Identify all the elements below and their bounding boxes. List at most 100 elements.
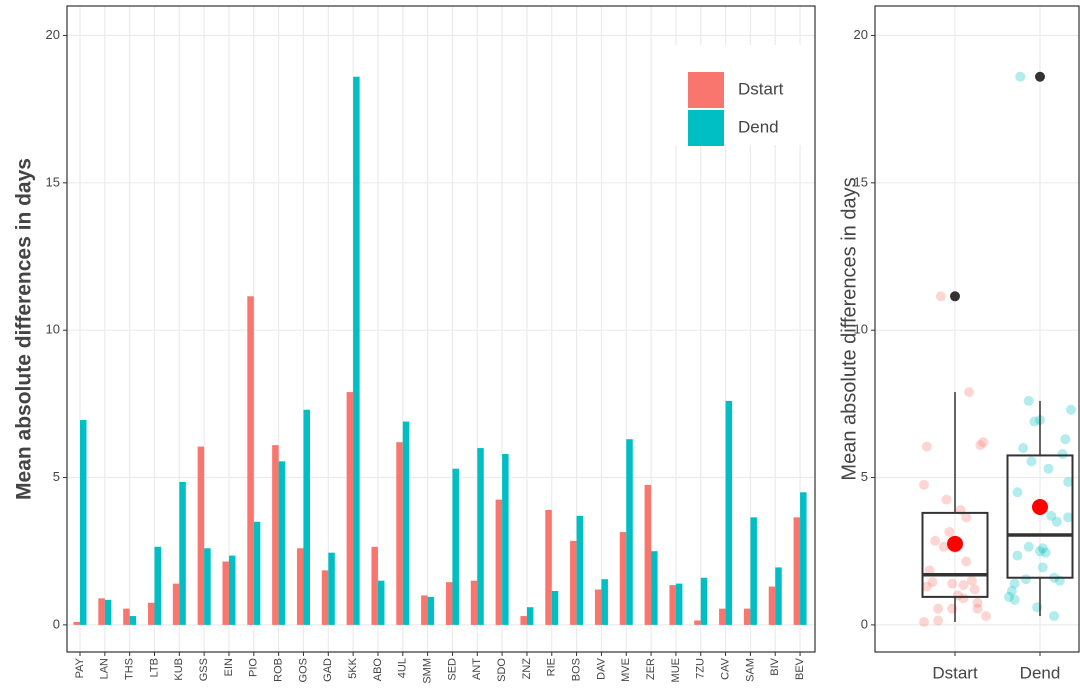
bar bbox=[296, 548, 304, 625]
bar bbox=[694, 620, 701, 625]
jitter-point bbox=[938, 541, 949, 552]
jitter-point bbox=[1023, 395, 1034, 406]
y-tick-label: 10 bbox=[46, 322, 60, 337]
right-frame bbox=[874, 5, 1080, 653]
jitter-point bbox=[1040, 547, 1051, 558]
bar bbox=[346, 392, 354, 625]
bar bbox=[421, 595, 428, 625]
bar bbox=[396, 442, 403, 625]
bar bbox=[129, 616, 137, 625]
bar bbox=[669, 585, 676, 625]
jitter-point bbox=[1049, 611, 1060, 622]
jitter-point bbox=[935, 291, 946, 302]
mean bbox=[947, 535, 963, 552]
bar bbox=[371, 546, 378, 625]
x-tick-label: SED bbox=[446, 658, 458, 681]
bar bbox=[576, 515, 584, 625]
jitter-point bbox=[944, 527, 955, 538]
x-tick-label: 7ZU bbox=[695, 658, 707, 679]
jitter-point bbox=[933, 603, 944, 614]
legend-label: Dend bbox=[738, 117, 779, 136]
x-tick-label: LTB bbox=[148, 658, 160, 677]
y-tick-label: 5 bbox=[53, 469, 60, 484]
bar bbox=[98, 598, 105, 625]
y-tick-label: 0 bbox=[861, 616, 868, 631]
x-tick-label: LAN bbox=[99, 658, 111, 679]
bar bbox=[303, 409, 310, 625]
jitter-point bbox=[947, 578, 958, 589]
x-tick-label: SDO bbox=[496, 658, 508, 682]
jitter-point bbox=[1012, 550, 1023, 561]
jitter-point bbox=[1020, 574, 1031, 585]
jitter-point bbox=[958, 593, 969, 604]
y-tick-label: 20 bbox=[46, 27, 60, 42]
jitter-point bbox=[921, 581, 932, 592]
bar bbox=[253, 521, 261, 625]
bar bbox=[278, 461, 286, 625]
jitter-point bbox=[1051, 516, 1062, 527]
x-tick-label: RIE bbox=[546, 658, 558, 676]
jitter-point bbox=[1004, 591, 1014, 602]
jitter-point bbox=[1046, 510, 1057, 521]
jitter-point bbox=[978, 437, 989, 448]
bar bbox=[427, 596, 435, 625]
jitter-point bbox=[1066, 404, 1076, 415]
x-tick-label: SAM bbox=[744, 658, 756, 682]
jitter-point bbox=[972, 603, 983, 614]
x-tick-label: Dstart bbox=[932, 663, 978, 682]
jitter-point bbox=[1043, 463, 1054, 474]
jitter-point bbox=[919, 616, 929, 627]
jitter-point bbox=[1009, 578, 1020, 589]
left-frame bbox=[66, 5, 816, 653]
bar bbox=[377, 580, 385, 625]
jitter-point bbox=[1015, 71, 1026, 82]
x-tick-label: THS bbox=[124, 658, 136, 680]
bar bbox=[725, 400, 733, 625]
x-tick-label: GOS bbox=[297, 658, 309, 682]
bar bbox=[452, 468, 459, 625]
jitter-point bbox=[1037, 562, 1048, 573]
jitter-point bbox=[1035, 546, 1045, 557]
x-tick-label: KUB bbox=[173, 658, 185, 681]
x-tick-label: BEV bbox=[794, 657, 806, 680]
legend-key bbox=[688, 110, 724, 146]
jitter-point bbox=[1063, 512, 1074, 523]
jitter-point bbox=[972, 597, 983, 608]
jitter-point bbox=[1057, 448, 1068, 459]
jitter-point bbox=[927, 577, 938, 588]
bar bbox=[644, 484, 652, 625]
bar bbox=[470, 580, 478, 625]
jitter-point bbox=[1063, 476, 1074, 487]
bar bbox=[80, 420, 87, 625]
bar bbox=[247, 296, 254, 625]
jitter-point bbox=[961, 512, 972, 523]
bar bbox=[228, 555, 236, 625]
x-tick-label: GSS bbox=[198, 658, 210, 681]
bar bbox=[526, 607, 534, 625]
y-tick-label: 0 bbox=[53, 616, 60, 631]
bar bbox=[402, 421, 410, 625]
right-panel bbox=[875, 6, 1079, 652]
bar bbox=[147, 602, 155, 625]
jitter-point bbox=[941, 494, 952, 505]
jitter-point bbox=[1023, 541, 1034, 552]
x-tick-label: MVE bbox=[620, 658, 632, 682]
x-tick-label: DAV bbox=[595, 657, 607, 679]
x-tick-label: PIO bbox=[248, 658, 260, 677]
bar bbox=[104, 599, 112, 625]
x-tick-label: BOS bbox=[571, 658, 583, 681]
bar bbox=[768, 586, 776, 625]
jitter-point bbox=[964, 387, 975, 398]
bar bbox=[321, 570, 329, 625]
x-tick-label: Dend bbox=[1020, 663, 1061, 682]
x-tick-label: ZNZ bbox=[521, 658, 533, 680]
jitter-point bbox=[969, 584, 980, 595]
bar bbox=[800, 492, 807, 625]
jitter-point bbox=[1012, 487, 1023, 498]
x-tick-label: MUE bbox=[670, 658, 682, 682]
jitter-point bbox=[981, 611, 991, 622]
bar bbox=[793, 517, 801, 625]
layer: 0 5 10 15 20 Mean absolute differences in day… bbox=[13, 6, 1079, 684]
x-tick-label: SMM bbox=[422, 658, 434, 684]
box bbox=[921, 511, 989, 598]
